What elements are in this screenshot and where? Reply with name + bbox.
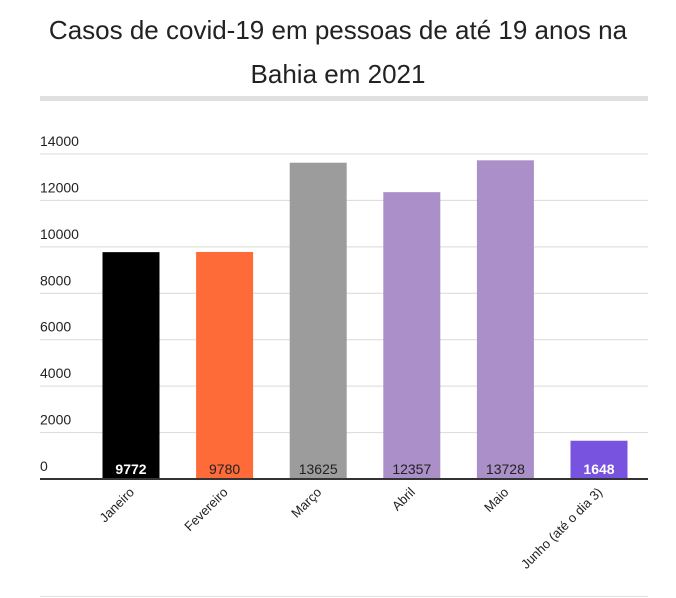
y-tick-label: 2000 <box>40 412 71 428</box>
y-tick-label: 12000 <box>40 179 79 195</box>
bar-value-label: 9780 <box>209 461 240 477</box>
bar-value-label: 1648 <box>583 461 614 477</box>
x-tick-label: Maio <box>481 485 512 516</box>
title-divider <box>40 96 648 101</box>
bar <box>383 192 441 480</box>
x-tick-label: Março <box>288 485 324 521</box>
chart-title: Casos de covid-19 em pessoas de até 19 a… <box>0 8 676 96</box>
y-tick-label: 8000 <box>40 272 71 288</box>
bar <box>102 252 160 479</box>
bar-value-label: 13728 <box>486 461 525 477</box>
bar-value-label: 12357 <box>392 461 431 477</box>
bar <box>289 162 347 479</box>
bar <box>476 160 534 480</box>
y-tick-label: 14000 <box>40 133 79 149</box>
bar-value-label: 13625 <box>299 461 338 477</box>
y-tick-label: 0 <box>40 458 48 474</box>
y-tick-label: 10000 <box>40 226 79 242</box>
footer-divider <box>40 596 648 597</box>
x-tick-label: Abril <box>389 484 418 513</box>
chart-title-line-1: Casos de covid-19 em pessoas de até 19 a… <box>48 15 628 45</box>
x-tick-label: Fevereiro <box>181 485 230 534</box>
chart-title-line-2: Bahia em 2021 <box>250 59 426 89</box>
bar <box>570 440 628 479</box>
bar <box>196 251 254 479</box>
x-tick-label: Junho (até o dia 3) <box>518 485 605 572</box>
bar-value-label: 9772 <box>115 461 146 477</box>
y-tick-label: 6000 <box>40 319 71 335</box>
x-tick-label: Janeiro <box>96 485 137 526</box>
y-tick-label: 4000 <box>40 365 71 381</box>
